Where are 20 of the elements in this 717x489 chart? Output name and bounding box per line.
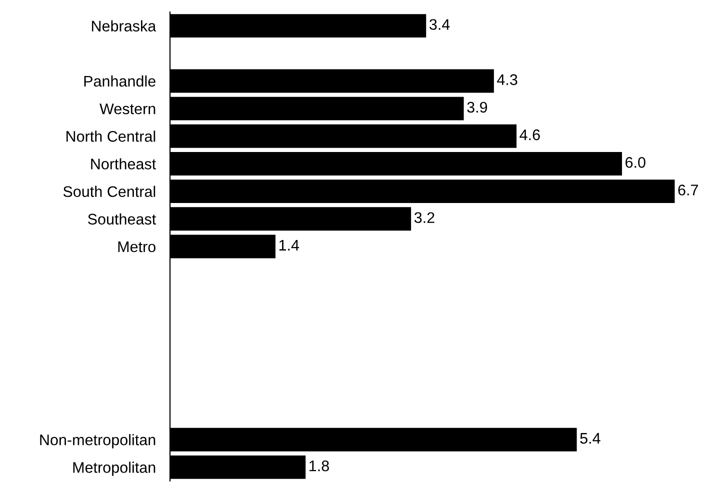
- data-label: 1.8: [310, 460, 329, 472]
- data-label: 4.6: [520, 129, 540, 140]
- data-label: 6.0: [626, 157, 646, 168]
- data-label: 1.4: [279, 240, 300, 250]
- y-tick-label: South Central: [63, 186, 156, 198]
- data-label: 4.3: [497, 74, 518, 86]
- data-label: 3.4: [429, 19, 450, 30]
- y-tick-label: North Central: [66, 130, 156, 142]
- data-label: 3.9: [467, 102, 488, 113]
- data-label: 5.4: [580, 433, 600, 444]
- y-tick-label: Metro: [118, 242, 156, 252]
- y-tick-label: Western: [100, 104, 156, 114]
- y-tick-label: Southeast: [88, 213, 156, 225]
- y-tick-label: Metropolitan: [73, 462, 156, 476]
- y-tick-label: Northeast: [91, 158, 156, 170]
- y-tick-label: Nebraska: [92, 20, 156, 32]
- data-label: 3.2: [414, 212, 434, 224]
- data-label: 6.7: [678, 184, 698, 196]
- y-tick-label: Non-metropolitan: [40, 434, 156, 448]
- y-tick-label: Panhandle: [84, 75, 156, 87]
